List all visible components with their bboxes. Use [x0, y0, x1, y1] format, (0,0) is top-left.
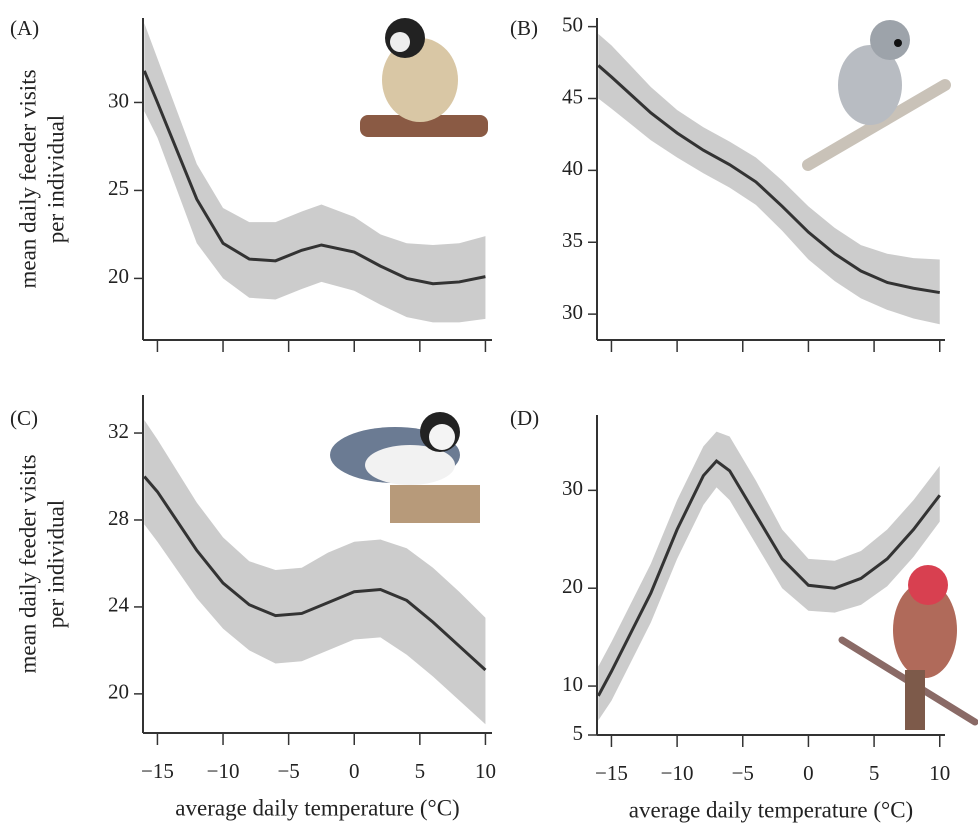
- bird-illustration: [838, 565, 978, 730]
- x-tick-label: −5: [732, 761, 754, 785]
- y-tick-label: 30: [108, 88, 129, 112]
- x-tick-label: 0: [803, 761, 814, 785]
- bird-illustration: [802, 20, 951, 171]
- y-tick-label: 35: [562, 228, 583, 252]
- y-tick-label: 24: [108, 593, 130, 617]
- y-tick-label: 10: [562, 672, 583, 696]
- panel-label: (B): [510, 16, 538, 40]
- y-tick-label: 45: [562, 84, 583, 108]
- mean-line: [142, 70, 486, 286]
- x-tick-label: 5: [869, 761, 880, 785]
- y-tick-label: 28: [108, 506, 129, 530]
- panel: 20 24 28 32 −15 −10 −5 0 5 10 (C) average daily tem…: [10, 395, 496, 820]
- y-tick-label: 20: [108, 680, 129, 704]
- x-tick-label: 10: [929, 761, 950, 785]
- y-axis-label: per individual: [43, 115, 68, 243]
- y-axis-label: per individual: [43, 500, 68, 628]
- x-tick-label: −10: [207, 759, 240, 783]
- mean-line: [596, 458, 941, 697]
- bird-illustration: [360, 18, 488, 137]
- x-tick-label: −15: [141, 759, 174, 783]
- bird-illustration: [330, 412, 480, 523]
- y-axis-label: mean daily feeder visits: [15, 454, 40, 673]
- y-tick-label: 20: [562, 574, 583, 598]
- confidence-band: [598, 431, 940, 721]
- panel: 20 25 30 (A) mean daily feeder visits per ind…: [10, 16, 492, 352]
- mean-line: [597, 64, 940, 295]
- panel-label: (C): [10, 406, 38, 430]
- y-tick-label: 30: [562, 300, 583, 324]
- x-axis-label: average daily temperature (°C): [175, 795, 459, 820]
- confidence-band: [144, 419, 486, 725]
- x-axis-label: average daily temperature (°C): [629, 797, 913, 822]
- confidence-band: [598, 33, 940, 325]
- x-tick-label: −5: [277, 759, 299, 783]
- x-tick-label: 10: [475, 759, 496, 783]
- panel-label: (A): [10, 16, 39, 40]
- x-tick-label: 5: [415, 759, 426, 783]
- y-tick-label: 50: [562, 12, 583, 36]
- x-tick-label: −15: [595, 761, 628, 785]
- y-tick-label: 25: [108, 176, 129, 200]
- mean-line: [143, 475, 487, 672]
- x-tick-label: −10: [661, 761, 694, 785]
- y-axis-label: mean daily feeder visits: [15, 69, 40, 288]
- x-tick-label: 0: [349, 759, 360, 783]
- panel: 30 35 40 45 50 (B): [510, 12, 945, 352]
- y-tick-label: 30: [562, 476, 583, 500]
- panel: 5 10 20 30 −15 −10 −5 0 5 10 (D) average daily temp…: [510, 406, 950, 822]
- y-tick-label: 20: [108, 264, 129, 288]
- y-tick-label: 5: [573, 721, 584, 745]
- panel-label: (D): [510, 406, 539, 430]
- y-tick-label: 40: [562, 156, 583, 180]
- y-tick-label: 32: [108, 419, 129, 443]
